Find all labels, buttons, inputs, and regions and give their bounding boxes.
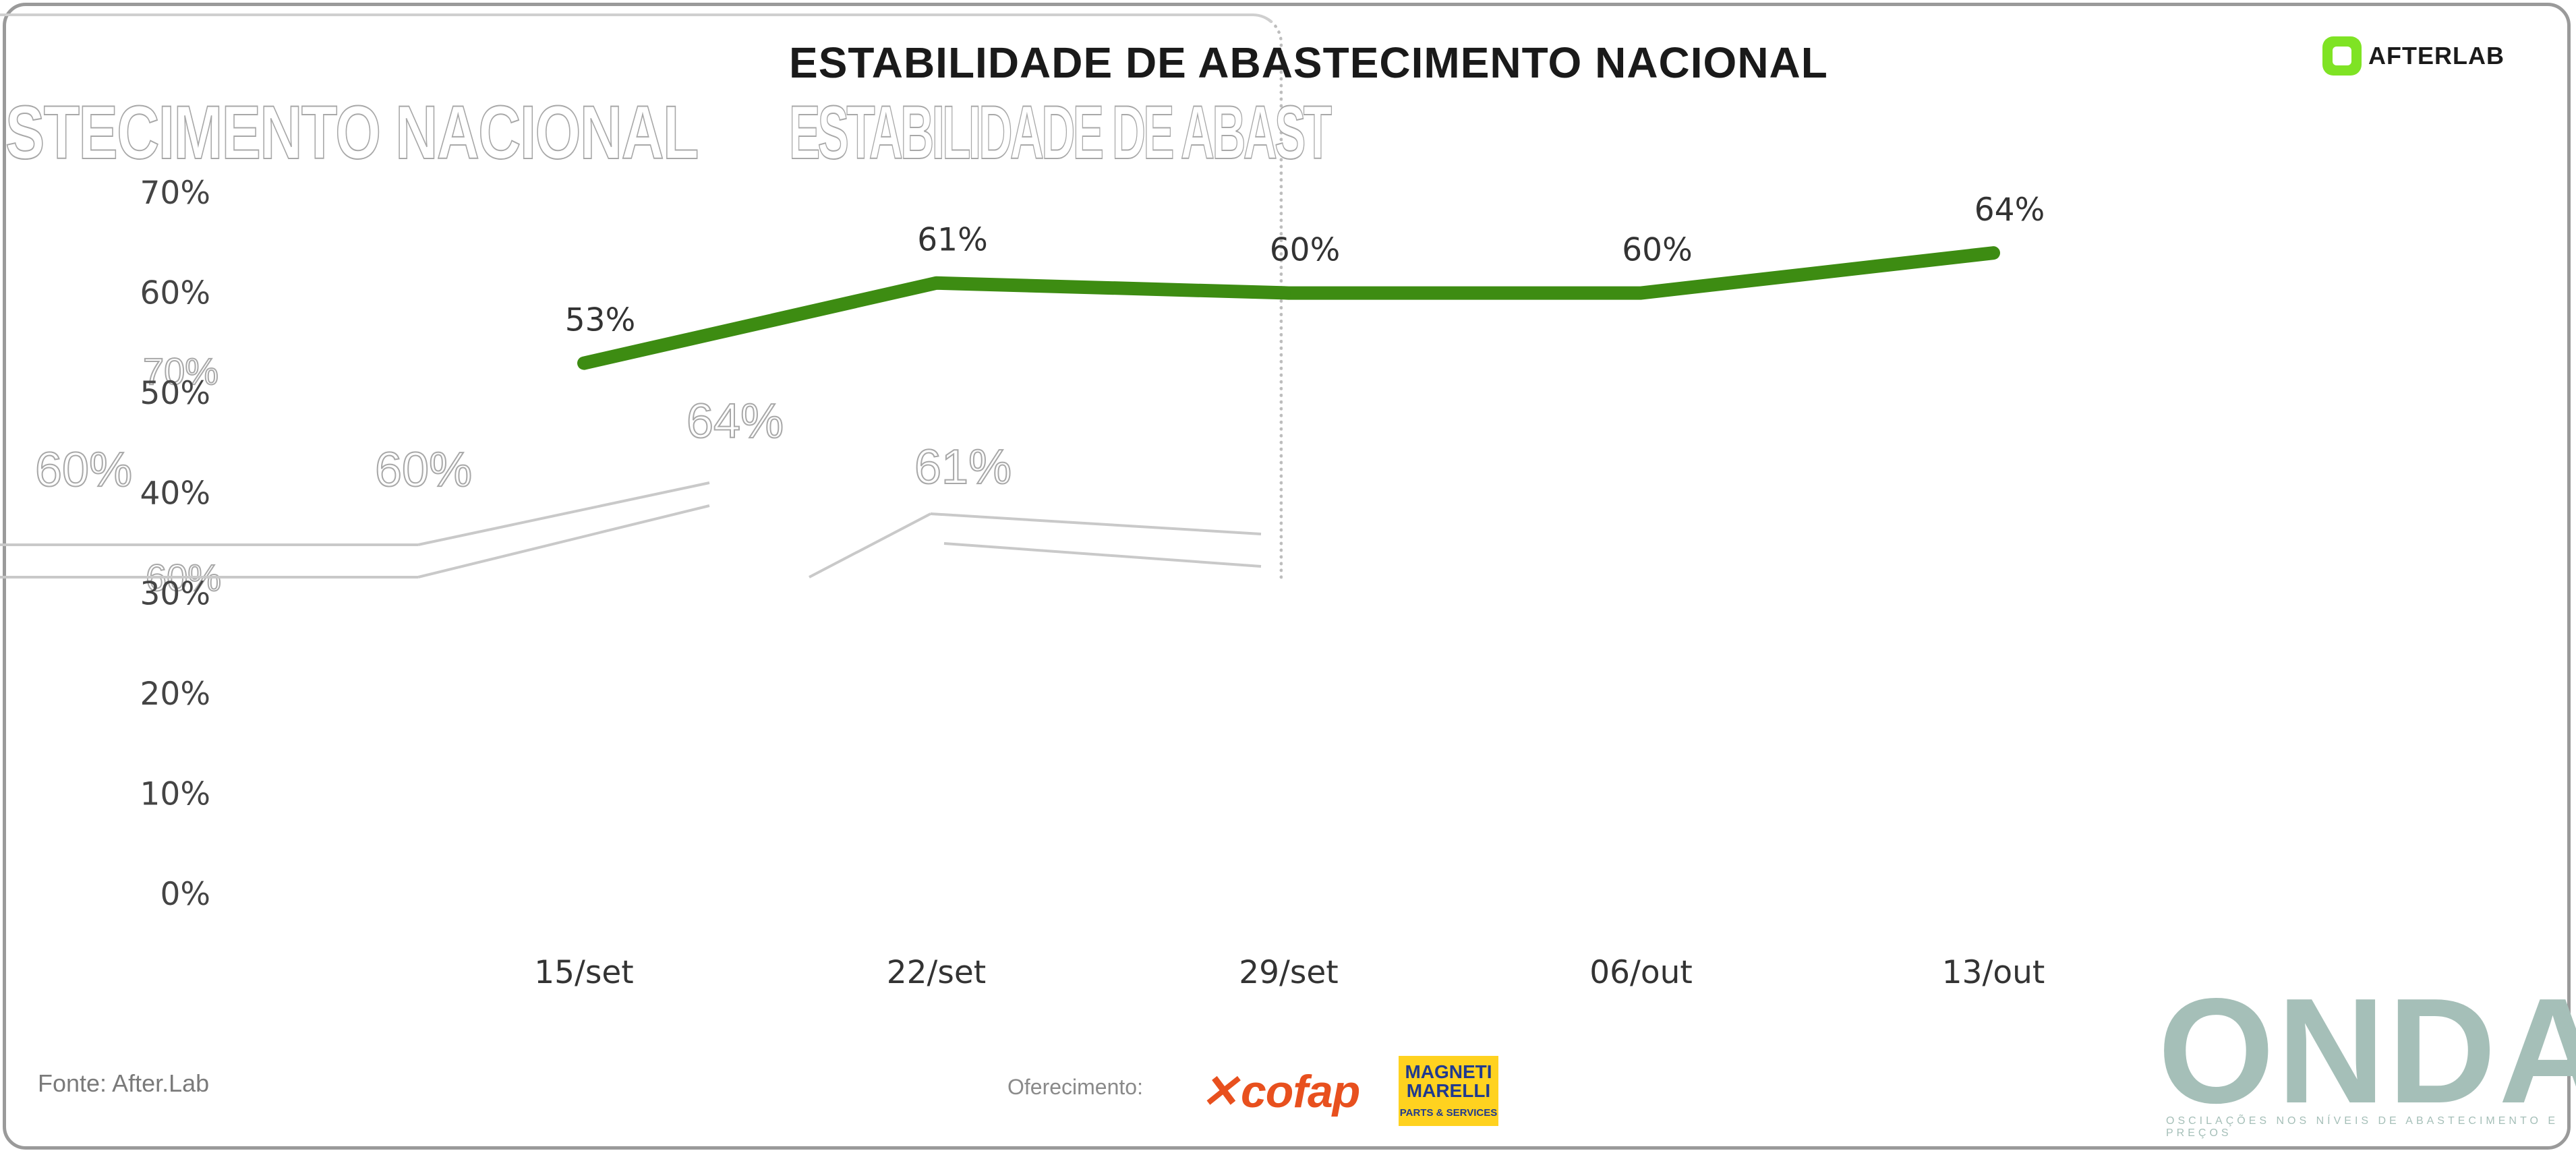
y-tick-label: 20% [140, 676, 210, 713]
afterlab-logo: AFTERLAB [2322, 36, 2505, 76]
ghost-title-left: STECIMENTO NACIONAL [5, 90, 699, 175]
cofap-x-icon: ✕ [1200, 1066, 1239, 1117]
ghost-line [417, 481, 710, 546]
data-point [1639, 291, 1643, 295]
x-axis-labels: 15/set 22/set 29/set 06/out 13/out [534, 954, 2045, 991]
magneti-marelli-sub: PARTS & SERVICES [1399, 1107, 1498, 1119]
x-tick-label: 22/set [887, 954, 986, 991]
source-note: Fonte: After.Lab [38, 1069, 210, 1097]
cofap-logo-text: cofap [1240, 1066, 1360, 1117]
ghost-label: 60% [34, 442, 133, 498]
ghost-title-right: ESTABILIDADE DE ABAST [788, 90, 1332, 175]
afterlab-logo-text: AFTERLAB [2368, 42, 2505, 69]
magneti-marelli-name: MAGNETI MARELLI [1405, 1061, 1492, 1101]
y-axis-labels: 0% 10% 20% 30% 40% 50% 60% 70% [140, 175, 210, 913]
data-point [1287, 291, 1291, 295]
y-tick-label: 60% [140, 275, 210, 312]
data-point [582, 361, 586, 365]
ghost-label: 61% [914, 440, 1012, 495]
onda-tagline: OSCILAÇÕES NOS NÍVEIS DE ABASTECIMENTO E… [2166, 1115, 2559, 1139]
chart-frame [3, 3, 2571, 1150]
data-label: 61% [917, 222, 987, 259]
data-point [1991, 251, 1995, 256]
ghost-label: 60% [374, 442, 473, 498]
data-label: 60% [1270, 232, 1340, 269]
magneti-marelli-logo: MAGNETI MARELLI PARTS & SERVICES [1399, 1056, 1498, 1126]
y-tick-label: 30% [140, 575, 210, 612]
x-tick-label: 15/set [534, 954, 633, 991]
series-lines [577, 246, 2000, 370]
x-tick-label: 13/out [1942, 954, 2045, 991]
data-label: 53% [565, 302, 635, 339]
ghost-line [930, 512, 1262, 535]
series-line [577, 246, 2000, 370]
data-point [934, 280, 939, 285]
y-tick-label: 50% [140, 375, 210, 412]
ghost-lines [0, 481, 1262, 579]
ghost-line [417, 504, 710, 579]
onda-logo: ONDA [2158, 968, 2576, 1135]
y-tick-label: 70% [140, 175, 210, 212]
cofap-logo: ✕cofap [1200, 1065, 1360, 1119]
data-label: 60% [1622, 232, 1692, 269]
y-tick-label: 10% [140, 775, 210, 812]
y-tick-label: 0% [160, 876, 210, 913]
ghost-label: 64% [686, 394, 784, 449]
ghost-line [809, 512, 931, 579]
data-label: 64% [1974, 191, 2045, 229]
x-tick-label: 29/set [1239, 954, 1338, 991]
ghost-line [943, 542, 1262, 568]
afterlab-logo-icon [2322, 36, 2362, 76]
ghost-label: 70% [142, 349, 219, 393]
y-tick-label: 40% [140, 475, 210, 512]
chart-title: ESTABILIDADE DE ABASTECIMENTO NACIONAL [789, 38, 1828, 87]
x-tick-label: 06/out [1589, 954, 1693, 991]
data-labels: 53% 61% 60% 60% 64% [565, 191, 2045, 338]
sponsor-label: Oferecimento: [1007, 1075, 1143, 1099]
